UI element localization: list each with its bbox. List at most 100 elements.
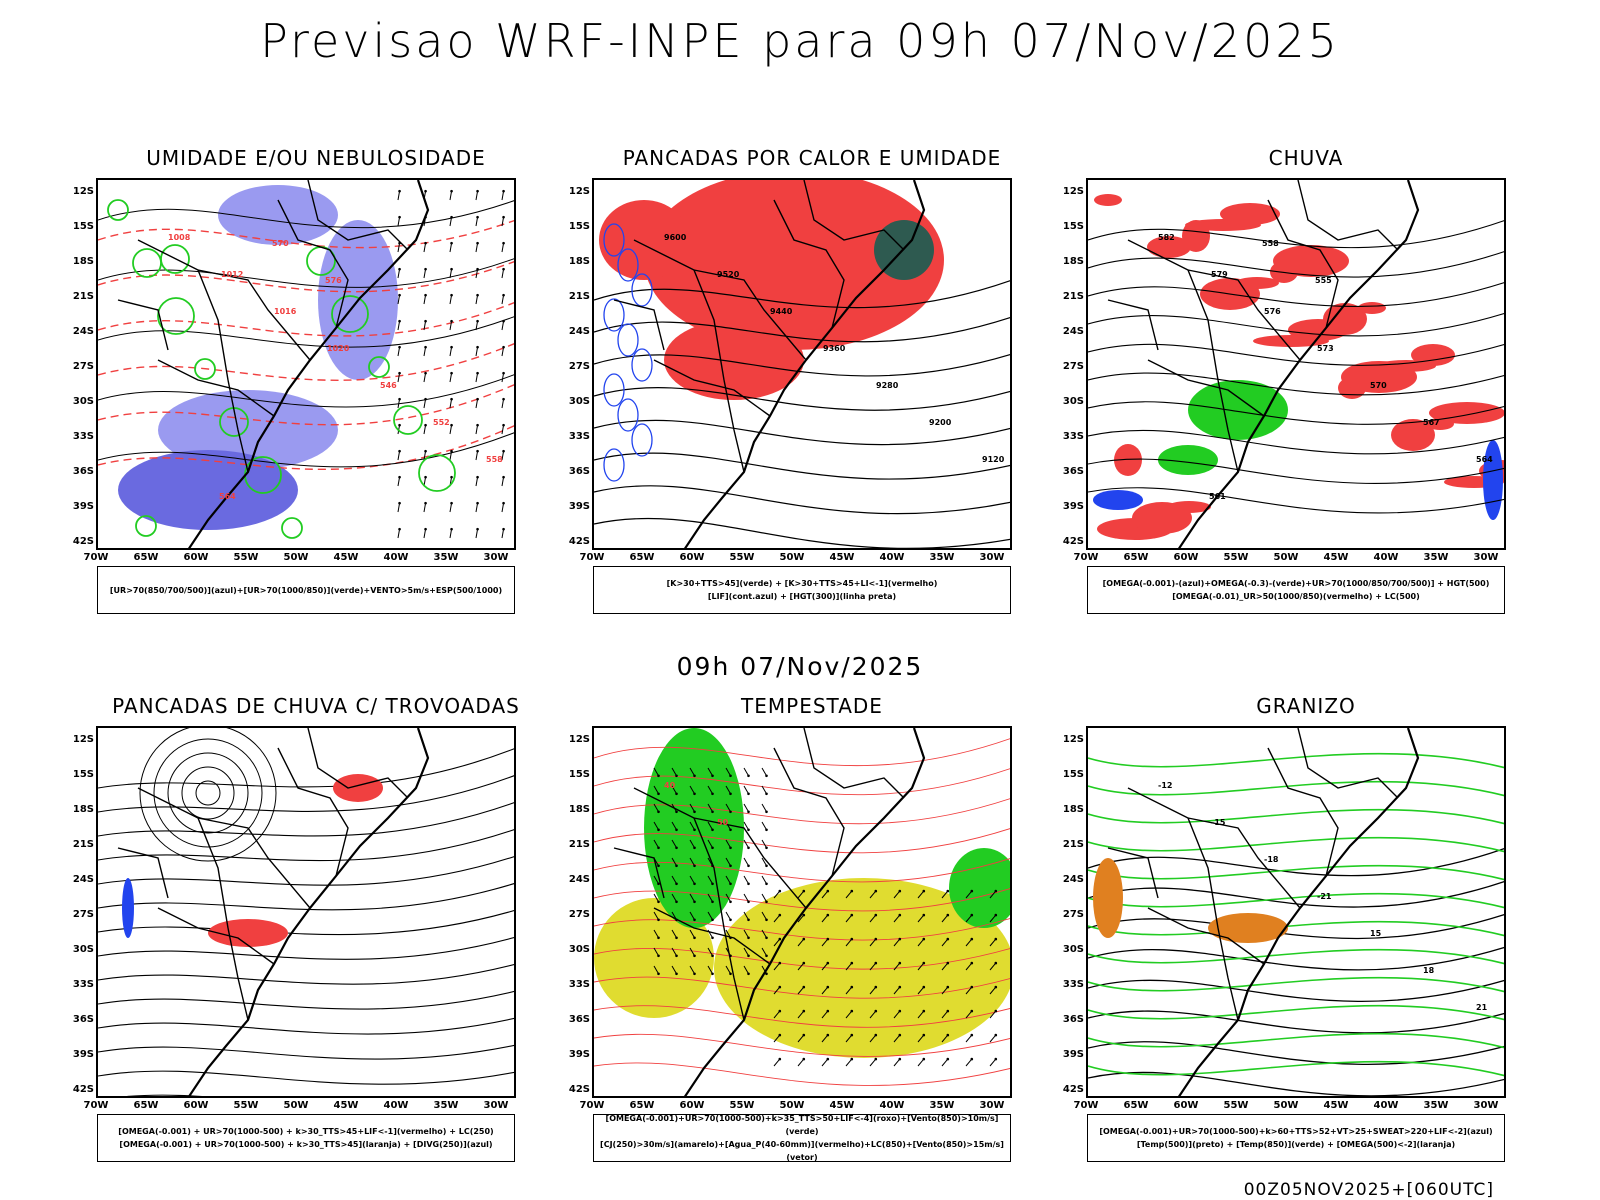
temp-850-contour: [1088, 948, 1504, 965]
rain-area: [1358, 302, 1386, 314]
lat-tick-label: 18S: [1062, 804, 1084, 815]
lon-tick-label: 30W: [1473, 552, 1499, 563]
contour-label: -12: [1158, 781, 1172, 790]
rain-area: [1391, 419, 1435, 451]
contour-line: [98, 425, 514, 470]
wind-vector: [423, 269, 427, 279]
lon-tick-label: 45W: [1323, 1100, 1349, 1111]
lat-tick-label: 27S: [568, 361, 590, 372]
lif-contour: [617, 323, 639, 357]
contour-label: 1008: [168, 233, 191, 242]
contour-label: 9360: [823, 344, 846, 353]
lon-tick-label: 50W: [283, 552, 309, 563]
wind-vector: [475, 191, 479, 201]
lon-tick-label: 35W: [433, 1100, 459, 1111]
contour-line: [594, 798, 1010, 825]
contour-line: [594, 316, 1010, 343]
lon-tick-label: 35W: [1423, 1100, 1449, 1111]
wind-vector: [671, 839, 677, 849]
wind-vector: [501, 425, 505, 435]
wind-vector: [725, 911, 731, 921]
wind-vector: [671, 785, 677, 795]
lon-tick-label: 30W: [979, 1100, 1005, 1111]
lat-tick-label: 39S: [72, 1049, 94, 1060]
lat-tick-label: 15S: [1062, 769, 1084, 780]
contour-line: [594, 353, 1010, 377]
lon-tick-label: 30W: [1473, 1100, 1499, 1111]
lat-tick-label: 21S: [568, 291, 590, 302]
wind-vector: [423, 451, 427, 461]
wind-vector: [773, 1010, 781, 1019]
wind-vector: [671, 947, 677, 957]
rain-area: [1220, 203, 1280, 225]
wind-vector: [893, 1058, 901, 1067]
wind-vector: [917, 1034, 925, 1043]
humidity-contour: [281, 517, 303, 539]
contour-line: [1088, 1071, 1504, 1096]
wind-vector: [501, 321, 505, 331]
lat-tick-label: 27S: [1062, 361, 1084, 372]
contour-line: [98, 302, 514, 337]
lon-tick-label: 65W: [1123, 552, 1149, 563]
streamline: [98, 1044, 514, 1060]
wind-vector: [501, 243, 505, 253]
wind-vector: [397, 373, 401, 383]
rain-area: [1147, 236, 1191, 258]
wind-vector: [989, 914, 997, 923]
humidity-contour: [331, 295, 369, 333]
legend-line: [LIF](cont.azul) + [HGT(300)](linha pret…: [707, 592, 897, 601]
humidity-contour: [107, 199, 129, 221]
contour-line: [1088, 251, 1504, 278]
lat-tick-label: 21S: [1062, 291, 1084, 302]
wind-vector: [689, 929, 695, 939]
wind-vector: [671, 929, 677, 939]
wind-vector: [707, 911, 713, 921]
contour-label: 1016: [274, 307, 297, 316]
wind-vector: [671, 965, 677, 975]
lat-tick-label: 18S: [568, 804, 590, 815]
omega-500-area: [1208, 913, 1288, 943]
lat-tick-label: 27S: [72, 909, 94, 920]
wind-vector: [869, 1058, 877, 1067]
streamline: [139, 728, 277, 862]
wind-vector: [423, 321, 427, 331]
wind-vector: [821, 914, 829, 923]
jet-area: [594, 898, 714, 1018]
contour-line: [1088, 1010, 1504, 1034]
omega-area: [1483, 440, 1503, 520]
contour-label: 555: [1315, 276, 1332, 285]
lat-tick-label: 39S: [568, 1049, 590, 1060]
wind-vector: [707, 785, 713, 795]
wind-vector: [893, 914, 901, 923]
panel-title: TEMPESTADE: [741, 694, 883, 718]
lon-tick-label: 45W: [1323, 552, 1349, 563]
wind-vector: [965, 1034, 973, 1043]
contour-line: [1088, 487, 1504, 514]
wind-vector: [797, 890, 805, 899]
wind-vector: [397, 321, 401, 331]
wind-vector: [941, 1058, 949, 1067]
wind-vector: [725, 839, 731, 849]
rain-area: [1094, 194, 1122, 206]
lat-tick-label: 33S: [568, 979, 590, 990]
wind-vector: [941, 962, 949, 971]
streamline: [181, 766, 235, 820]
wind-vector: [707, 821, 713, 831]
panel-legend: [OMEGA(-0.001)+UR>70(1000-500)+k>60+TTS>…: [1087, 1114, 1505, 1162]
lon-tick-label: 70W: [83, 1100, 109, 1111]
contour-line: [594, 918, 1010, 941]
wind-vector: [653, 821, 659, 831]
contour-label: 564: [219, 492, 236, 501]
temp-850-contour: [1088, 780, 1504, 797]
wind-vector: [725, 893, 731, 903]
wind-vector: [761, 893, 767, 903]
streamline: [195, 780, 221, 806]
lat-tick-label: 21S: [1062, 839, 1084, 850]
contour-line: [1088, 458, 1504, 484]
wind-vector: [475, 321, 479, 331]
heavy-rain-area: [1158, 445, 1218, 475]
wind-vector: [501, 477, 505, 487]
wind-vector: [653, 839, 659, 849]
wind-vector: [501, 451, 505, 461]
forecast-map: [96, 726, 516, 1098]
